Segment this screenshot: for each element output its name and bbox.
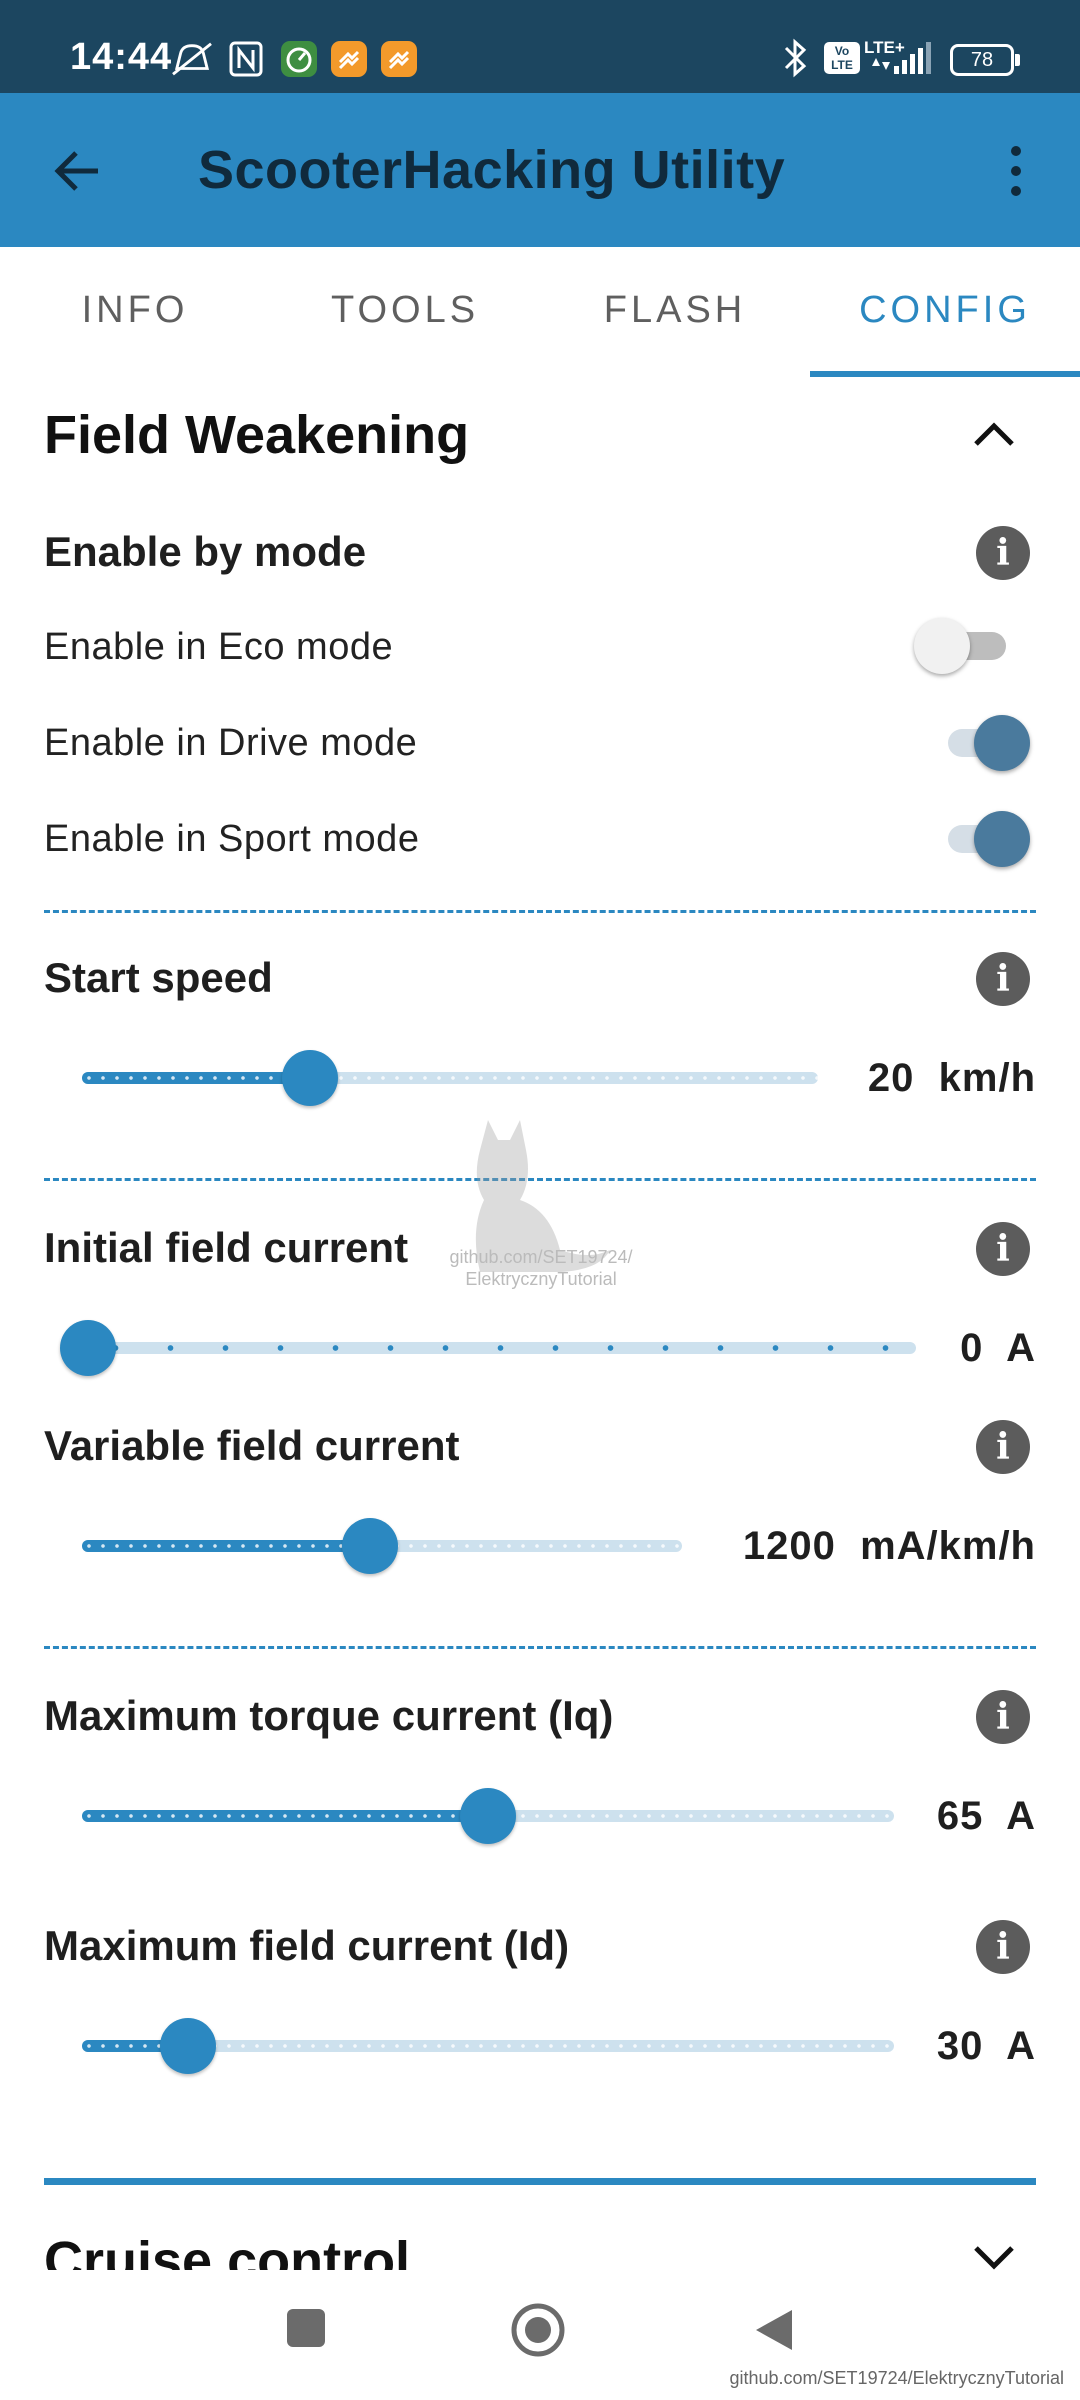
slider-thumb[interactable] xyxy=(160,2018,216,2074)
dashed-divider xyxy=(44,910,1036,913)
info-icon[interactable]: i xyxy=(976,1690,1030,1744)
status-bar: 14:44 Vo LTE LTE+ 78 xyxy=(0,0,1080,93)
start-speed-slider[interactable] xyxy=(82,1048,818,1108)
chevron-up-icon[interactable] xyxy=(968,410,1020,462)
drive-mode-label: Enable in Drive mode xyxy=(44,722,418,764)
chevron-down-icon[interactable] xyxy=(968,2230,1020,2270)
bluetooth-icon xyxy=(784,38,807,78)
status-time: 14:44 xyxy=(70,36,173,78)
slider-thumb[interactable] xyxy=(60,1320,116,1376)
section-title-cruise-control: Cruise control xyxy=(44,2231,411,2270)
tab-flash[interactable]: FLASH xyxy=(603,289,747,331)
info-icon[interactable]: i xyxy=(976,526,1030,580)
app-notification-icon xyxy=(331,41,367,77)
variable-field-current-slider[interactable] xyxy=(82,1516,682,1576)
info-icon[interactable]: i xyxy=(976,1920,1030,1974)
variable-field-current-value: 1200 mA/km/h xyxy=(742,1524,1036,1568)
app-notification-icon xyxy=(381,41,417,77)
battery-icon: 78 xyxy=(950,44,1020,76)
signal-strength-icon xyxy=(872,42,931,74)
app-title: ScooterHacking Utility xyxy=(198,140,786,200)
dashed-divider xyxy=(44,1646,1036,1649)
section-title-field-weakening: Field Weakening xyxy=(44,405,470,465)
tab-tools[interactable]: TOOLS xyxy=(330,289,480,331)
speedometer-app-icon xyxy=(281,41,317,77)
cat-watermark-icon xyxy=(475,1120,610,1272)
sport-mode-label: Enable in Sport mode xyxy=(44,818,420,860)
section-divider xyxy=(44,2178,1036,2185)
recent-apps-icon[interactable] xyxy=(284,2306,328,2350)
network-type-label: LTE+ xyxy=(864,38,905,57)
max-field-current-value: 30 A xyxy=(936,2024,1036,2068)
variable-field-current-title: Variable field current xyxy=(44,1422,460,1469)
back-triangle-icon[interactable] xyxy=(752,2306,796,2354)
footer-credit: github.com/SET19724/ElektrycznyTutorial xyxy=(729,2368,1065,2388)
max-field-current-title: Maximum field current (Id) xyxy=(44,1922,570,1969)
slider-thumb[interactable] xyxy=(282,1050,338,1106)
tab-config[interactable]: CONFIG xyxy=(859,289,1031,331)
eco-mode-label: Enable in Eco mode xyxy=(44,626,394,668)
max-torque-current-value: 65 A xyxy=(936,1794,1036,1838)
info-icon[interactable]: i xyxy=(976,952,1030,1006)
battery-level: 78 xyxy=(970,49,994,71)
drive-mode-switch[interactable] xyxy=(938,713,1030,771)
home-icon[interactable] xyxy=(510,2302,566,2358)
start-speed-value: 20 km/h xyxy=(867,1056,1036,1100)
watermark-text: github.com/SET19724/ ElektrycznyTutorial xyxy=(449,1247,633,1289)
cruise-control-header[interactable]: Cruise control xyxy=(0,2200,1080,2270)
nfc-icon xyxy=(229,41,263,77)
alarm-off-icon xyxy=(172,42,212,76)
info-icon[interactable]: i xyxy=(976,1420,1030,1474)
sport-mode-switch[interactable] xyxy=(938,809,1030,867)
tab-info[interactable]: INFO xyxy=(81,289,189,331)
dashed-divider xyxy=(44,1178,1036,1181)
slider-thumb[interactable] xyxy=(342,1518,398,1574)
max-field-current-slider[interactable] xyxy=(82,2016,894,2076)
max-torque-current-title: Maximum torque current (Iq) xyxy=(44,1692,614,1739)
max-torque-current-slider[interactable] xyxy=(82,1786,894,1846)
initial-field-current-value: 0 A xyxy=(960,1326,1036,1370)
initial-field-current-slider[interactable] xyxy=(60,1318,916,1378)
slider-thumb[interactable] xyxy=(460,1788,516,1844)
enable-by-mode-title: Enable by mode xyxy=(44,528,367,575)
volte-icon: Vo LTE xyxy=(824,42,860,74)
start-speed-title: Start speed xyxy=(44,954,273,1001)
tab-indicator xyxy=(810,371,1080,377)
initial-field-current-title: Initial field current xyxy=(44,1224,409,1271)
more-options-icon[interactable] xyxy=(1002,141,1030,201)
info-icon[interactable]: i xyxy=(976,1222,1030,1276)
tab-bar: INFO TOOLS FLASH CONFIG xyxy=(0,247,1080,377)
app-bar: ScooterHacking Utility xyxy=(0,93,1080,247)
eco-mode-switch[interactable] xyxy=(914,616,1006,674)
back-arrow-icon[interactable] xyxy=(50,143,106,199)
system-nav-bar xyxy=(0,2270,1080,2400)
